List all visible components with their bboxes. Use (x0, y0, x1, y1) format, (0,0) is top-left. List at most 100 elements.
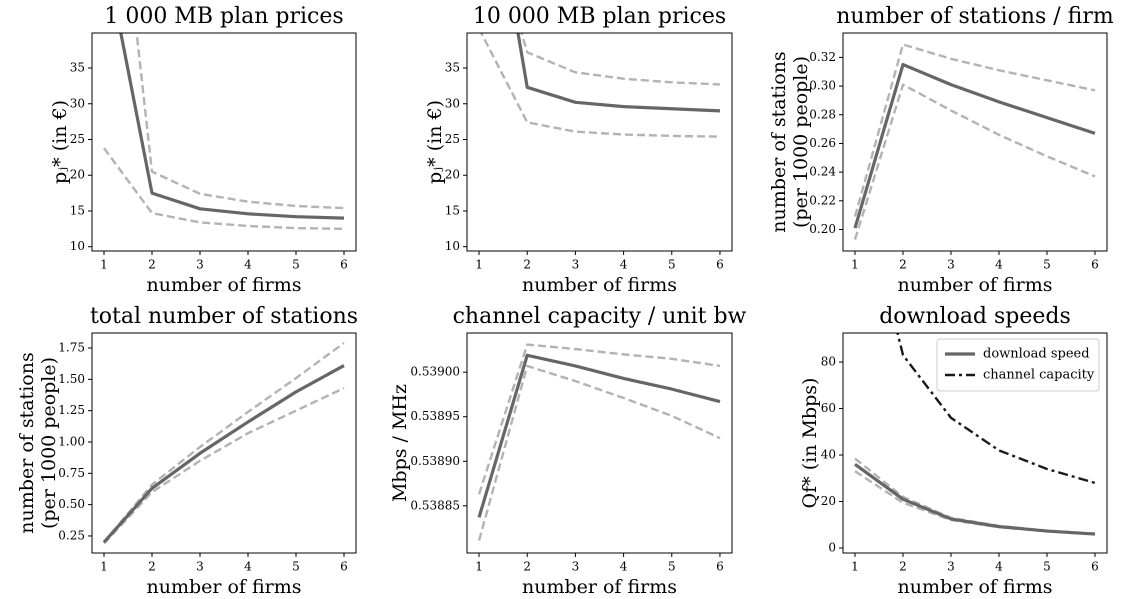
y-tick-label: 25 (445, 132, 460, 146)
series-line (479, 33, 720, 138)
x-axis-label: number of firms (522, 274, 677, 296)
panel-title: total number of stations (90, 304, 358, 329)
x-tick-label: 1 (851, 560, 859, 574)
plot-area (103, 33, 345, 231)
series-line (477, 353, 721, 518)
y-tick-label: 30 (445, 96, 460, 110)
y-tick-label: 1.75 (58, 341, 85, 355)
y-tick-label: 35 (70, 61, 85, 75)
x-tick-label: 5 (1043, 560, 1051, 574)
y-tick-label: 0.20 (809, 222, 836, 236)
x-tick-label: 6 (716, 560, 724, 574)
y-tick-label: 0.32 (809, 50, 836, 64)
axes-frame (842, 332, 1108, 554)
x-tick-label: 1 (100, 258, 108, 272)
y-tick-label: 1.50 (58, 372, 85, 386)
y-tick-label: 10 (445, 239, 460, 253)
y-tick-label: 10 (70, 239, 85, 253)
y-tick-label: 0.50 (58, 497, 85, 511)
x-tick-label: 2 (148, 560, 156, 574)
x-axis-label: number of firms (146, 576, 301, 598)
y-tick-label: 1.00 (58, 434, 85, 448)
series-line (103, 147, 345, 231)
y-axis-label: pⱼ* (in €) (49, 100, 71, 184)
series-line (853, 83, 1096, 240)
y-tick-label: 0.30 (809, 79, 836, 93)
y-tick-label: 40 (821, 448, 836, 462)
plot-area (479, 33, 721, 138)
x-tick-label: 4 (995, 258, 1003, 272)
y-axis-label: number of stations (768, 51, 790, 232)
series-line (477, 364, 721, 541)
x-tick-label: 5 (668, 258, 676, 272)
x-tick-label: 4 (244, 258, 252, 272)
x-tick-label: 2 (148, 258, 156, 272)
y-axis-label: Qf* (in Mbps) (799, 378, 821, 509)
x-tick-label: 4 (244, 560, 252, 574)
y-tick-label: 15 (445, 203, 460, 217)
x-tick-label: 2 (899, 560, 907, 574)
y-tick-label: 0.28 (809, 107, 836, 121)
series-line (853, 43, 1096, 217)
y-axis-label: pⱼ* (in €) (424, 100, 446, 184)
y-tick-label: 0.53890 (410, 454, 460, 468)
x-tick-label: 3 (947, 560, 955, 574)
series-line (854, 470, 1096, 536)
panel-title: download speeds (879, 304, 1071, 329)
y-tick-label: 30 (70, 96, 85, 110)
panel-title: channel capacity / unit bw (453, 304, 747, 329)
x-tick-label: 6 (340, 258, 348, 272)
legend-label: download speed (983, 347, 1090, 362)
series-line (135, 33, 345, 210)
y-axis-label: (per 1000 people) (790, 56, 812, 228)
y-axis-label: number of stations (16, 352, 38, 533)
x-tick-label: 5 (668, 560, 676, 574)
x-tick-label: 6 (1091, 560, 1099, 574)
x-axis-label: number of firms (897, 576, 1052, 598)
x-tick-label: 4 (620, 560, 628, 574)
plot-area (854, 333, 1096, 536)
x-tick-label: 2 (899, 258, 907, 272)
y-tick-label: 60 (821, 401, 836, 415)
plot-area (853, 43, 1096, 240)
y-tick-label: 15 (70, 203, 85, 217)
panel-title: 1 000 MB plan prices (104, 4, 343, 29)
y-tick-label: 0.75 (58, 466, 85, 480)
axes-frame (91, 32, 357, 252)
x-tick-label: 6 (716, 258, 724, 272)
x-tick-label: 1 (475, 560, 483, 574)
x-tick-label: 5 (1043, 258, 1051, 272)
x-tick-label: 1 (475, 258, 483, 272)
x-tick-label: 6 (1091, 258, 1099, 272)
x-tick-label: 1 (851, 258, 859, 272)
x-axis-label: number of firms (522, 576, 677, 598)
y-tick-label: 0.53885 (410, 498, 460, 512)
series-line (103, 387, 345, 545)
y-axis-label: Mbps / MHz (389, 384, 411, 502)
legend-label: channel capacity (983, 368, 1095, 383)
series-line (854, 463, 1096, 536)
y-tick-label: 20 (70, 168, 85, 182)
y-tick-label: 20 (445, 168, 460, 182)
x-tick-label: 3 (196, 258, 204, 272)
series-line (477, 343, 721, 495)
axes-frame (91, 332, 357, 554)
axes-frame (466, 32, 733, 252)
x-tick-label: 6 (340, 560, 348, 574)
series-line (516, 33, 721, 113)
x-axis-label: number of firms (146, 274, 301, 296)
y-tick-label: 35 (445, 61, 460, 75)
x-tick-label: 3 (196, 560, 204, 574)
series-line (853, 62, 1096, 229)
y-tick-label: 0.24 (809, 165, 836, 179)
x-tick-label: 3 (572, 258, 580, 272)
y-tick-label: 0 (828, 541, 836, 555)
x-tick-label: 5 (292, 560, 300, 574)
x-tick-label: 4 (620, 258, 628, 272)
x-axis-label: number of firms (897, 274, 1052, 296)
y-axis-label: (per 1000 people) (38, 357, 60, 529)
series-line (102, 364, 345, 544)
x-tick-label: 5 (292, 258, 300, 272)
y-tick-label: 25 (70, 132, 85, 146)
